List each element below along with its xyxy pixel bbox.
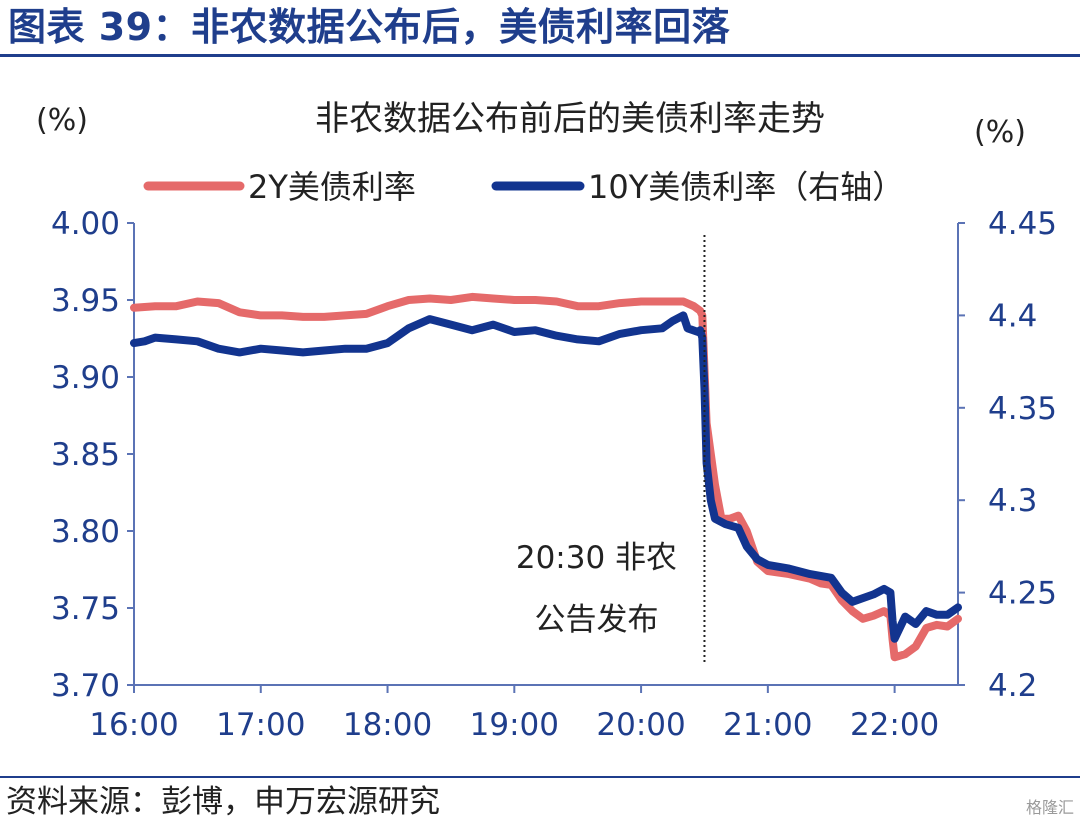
right-axis-tick-label: 4.25: [988, 576, 1057, 612]
source-note: 资料来源：彭博，申万宏源研究: [6, 784, 440, 820]
event-annotation-line2: 公告发布: [534, 602, 658, 638]
x-axis-tick-label: 21:00: [723, 707, 812, 743]
left-axis-unit: (%): [36, 103, 88, 138]
line-chart: 非农数据公布前后的美债利率走势 (%) (%) 2Y美债利率 10Y美债利率（右…: [36, 99, 1057, 743]
left-axis-tick-label: 3.80: [51, 514, 120, 550]
watermark: 格隆汇: [1025, 798, 1074, 817]
left-axis-tick-label: 3.70: [51, 668, 120, 704]
x-axis-tick-label: 22:00: [850, 707, 939, 743]
right-axis-tick-label: 4.4: [988, 298, 1037, 334]
figure-title: 图表 39：非农数据公布后，美债利率回落: [8, 5, 731, 49]
right-axis-tick-label: 4.35: [988, 391, 1057, 427]
x-axis-tick-label: 19:00: [470, 707, 559, 743]
legend-label-2y: 2Y美债利率: [248, 168, 416, 206]
right-axis-tick-label: 4.45: [988, 206, 1057, 242]
left-axis-tick-label: 3.95: [51, 283, 120, 319]
left-axis-tick-label: 3.90: [51, 360, 120, 396]
series-10y-line: [130, 311, 962, 643]
x-axis-tick-label: 17:00: [216, 707, 305, 743]
left-axis-tick-label: 3.75: [51, 591, 120, 627]
axes: 4.00 3.95 3.90 3.85 3.80 3.75 3.70 4.45 4.4 4.35 4…: [51, 206, 1057, 743]
x-axis-tick-label: 20:00: [596, 707, 685, 743]
right-axis-tick-label: 4.3: [988, 483, 1037, 519]
x-axis-tick-label: 18:00: [343, 707, 432, 743]
right-axis-unit: (%): [974, 115, 1026, 150]
footer-rule: [0, 776, 1080, 778]
legend-label-10y: 10Y美债利率（右轴）: [588, 168, 904, 206]
left-axis-tick-label: 4.00: [51, 206, 120, 242]
x-axis-tick-label: 16:00: [89, 707, 178, 743]
left-axis-tick-label: 3.85: [51, 437, 120, 473]
series-2y-line: [130, 292, 962, 662]
legend: 2Y美债利率 10Y美债利率（右轴）: [143, 168, 904, 206]
series-lines: [130, 292, 962, 662]
chart-title: 非农数据公布前后的美债利率走势: [315, 99, 825, 139]
header-rule: [0, 54, 1080, 57]
event-annotation-line1: 20:30 非农: [516, 540, 677, 576]
header-bar: 图表 39：非农数据公布后，美债利率回落: [0, 0, 1080, 54]
right-axis-tick-label: 4.2: [988, 668, 1037, 704]
